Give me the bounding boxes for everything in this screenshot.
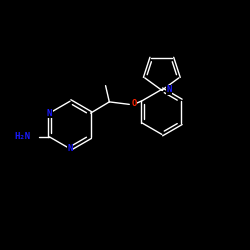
Text: O: O xyxy=(131,99,136,108)
Text: N: N xyxy=(67,144,73,153)
Text: N: N xyxy=(166,85,172,94)
Text: H₂N: H₂N xyxy=(14,132,31,141)
Text: N: N xyxy=(47,108,52,118)
